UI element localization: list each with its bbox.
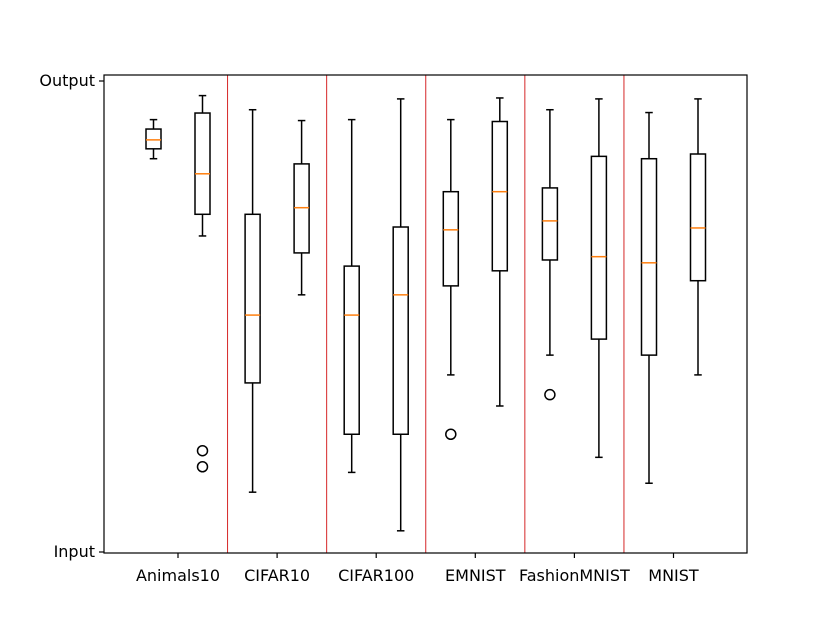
box-iqr bbox=[640, 157, 658, 356]
outlier-point bbox=[196, 444, 209, 457]
plot-frame bbox=[103, 74, 748, 554]
outlier-point bbox=[196, 460, 209, 473]
x-tick-label: MNIST bbox=[648, 566, 699, 585]
x-tick-label: FashionMNIST bbox=[519, 566, 630, 585]
y-tick-label: Output bbox=[39, 71, 95, 90]
box-group-animals10 bbox=[145, 94, 211, 473]
box-iqr bbox=[145, 128, 162, 150]
box-group-emnist bbox=[442, 97, 509, 440]
outlier-point bbox=[544, 388, 556, 401]
y-axis: Input Output bbox=[39, 71, 104, 561]
box-group-cifar10 bbox=[244, 108, 310, 493]
x-tick-label: CIFAR100 bbox=[338, 566, 414, 585]
box-series bbox=[145, 94, 707, 532]
box-iqr bbox=[491, 120, 509, 272]
box-iqr bbox=[689, 153, 707, 282]
box-iqr bbox=[442, 190, 460, 287]
group-separators bbox=[227, 75, 625, 553]
box-iqr bbox=[541, 187, 559, 261]
box-group-fashionmnist bbox=[541, 98, 608, 459]
box-group-cifar100 bbox=[343, 98, 409, 532]
box-iqr bbox=[194, 112, 211, 216]
x-tick-label: CIFAR10 bbox=[244, 566, 310, 585]
x-axis: Animals10 CIFAR10 CIFAR100 EMNIST FashionMNI… bbox=[136, 553, 699, 585]
box-iqr bbox=[343, 265, 360, 435]
box-group-mnist bbox=[640, 98, 707, 484]
x-tick-label: EMNIST bbox=[445, 566, 506, 585]
y-tick-label: Input bbox=[54, 542, 95, 561]
outlier-point bbox=[445, 428, 457, 440]
box-iqr bbox=[244, 213, 261, 384]
box-iqr bbox=[590, 155, 608, 340]
box-iqr bbox=[392, 226, 409, 435]
x-tick-label: Animals10 bbox=[136, 566, 220, 585]
